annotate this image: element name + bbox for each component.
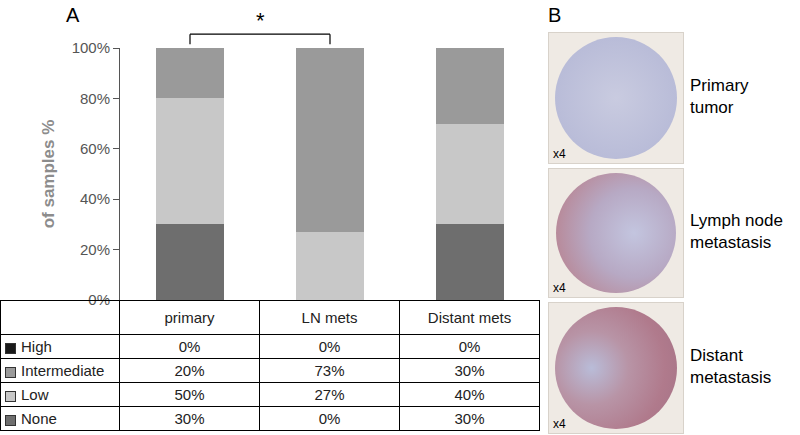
- svg-text:20%: 20%: [80, 241, 110, 258]
- html-text:primary: primary: [164, 309, 215, 326]
- svg-text:of samples %: of samples %: [39, 120, 58, 229]
- html-text:30%: 30%: [454, 362, 485, 379]
- html-text:0%: 0%: [458, 338, 481, 355]
- html-text:Distant mets: Distant mets: [427, 309, 512, 326]
- svg-text:60%: 60%: [80, 140, 110, 157]
- svg-text:80%: 80%: [80, 90, 110, 107]
- svg-text:0%: 0%: [88, 291, 110, 309]
- html-text:Intermediate: Intermediate: [21, 362, 105, 379]
- html-text:High: High: [21, 338, 52, 355]
- svg-text:*: *: [256, 8, 265, 33]
- html-text:x4: x4: [553, 417, 566, 431]
- html-text:0%: 0%: [178, 338, 201, 355]
- html-text:x4: x4: [553, 281, 566, 295]
- html-text:x4: x4: [553, 147, 566, 161]
- html-text:A: A: [66, 4, 80, 26]
- html-text:0%: 0%: [318, 338, 341, 355]
- html-text:50%: 50%: [174, 386, 205, 403]
- html-text:0%: 0%: [318, 410, 341, 427]
- html-text:Distant metastasis: Distant metastasis: [690, 346, 772, 387]
- html-text:30%: 30%: [454, 410, 485, 427]
- html-text:73%: 73%: [314, 362, 345, 379]
- html-text:30%: 30%: [174, 410, 205, 427]
- html-text:Low: Low: [21, 386, 49, 403]
- svg-text:100%: 100%: [72, 39, 110, 56]
- html-text:B: B: [548, 4, 562, 26]
- html-text:20%: 20%: [174, 362, 205, 379]
- html-text:Lymph node metastasis: Lymph node metastasis: [690, 211, 783, 252]
- html-text:LN mets: LN mets: [301, 309, 358, 326]
- html-text:40%: 40%: [454, 386, 485, 403]
- html-text:27%: 27%: [314, 386, 345, 403]
- html-text:Primary tumor: Primary tumor: [690, 76, 749, 117]
- svg-text:40%: 40%: [80, 190, 110, 207]
- html-text:None: None: [21, 410, 57, 427]
